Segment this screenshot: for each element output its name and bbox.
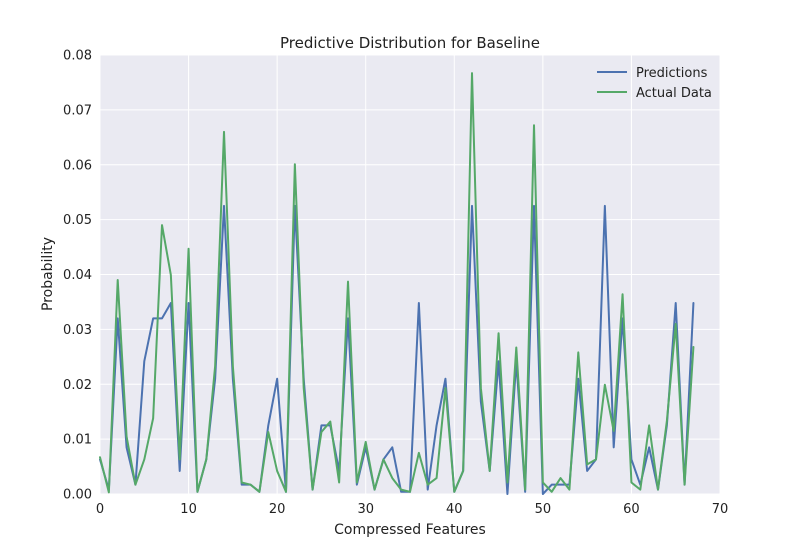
y-axis-label: Probability xyxy=(40,237,56,311)
x-tick-label: 0 xyxy=(96,502,104,517)
y-tick-label: 0.02 xyxy=(63,378,92,393)
legend: Predictions Actual Data xyxy=(597,66,712,101)
y-tick-label: 0.08 xyxy=(63,49,92,64)
x-tick-label: 10 xyxy=(180,502,197,517)
x-tick-label: 60 xyxy=(623,502,640,517)
series-line-actual-data xyxy=(99,72,695,494)
x-axis-label: Compressed Features xyxy=(334,522,486,538)
y-tick-label: 0.05 xyxy=(63,213,92,228)
y-tick-labels: 0.00 0.01 0.02 0.03 0.04 0.05 0.06 0.07 0.08 xyxy=(63,49,92,503)
chart-title: Predictive Distribution for Baseline xyxy=(280,34,540,52)
x-tick-label: 40 xyxy=(446,502,463,517)
x-tick-label: 30 xyxy=(357,502,374,517)
y-tick-label: 0.07 xyxy=(63,103,92,118)
x-tick-labels: 0 10 20 30 40 50 60 70 xyxy=(96,502,728,517)
x-tick-label: 50 xyxy=(535,502,552,517)
series-layer xyxy=(99,72,695,495)
y-tick-label: 0.01 xyxy=(63,433,92,448)
y-tick-label: 0.06 xyxy=(63,158,92,173)
y-tick-label: 0.00 xyxy=(63,488,92,503)
legend-label-predictions: Predictions xyxy=(636,66,708,81)
x-tick-label: 20 xyxy=(269,502,286,517)
y-tick-label: 0.04 xyxy=(63,268,92,283)
x-tick-label: 70 xyxy=(712,502,729,517)
y-tick-label: 0.03 xyxy=(63,323,92,338)
legend-label-actual-data: Actual Data xyxy=(636,86,712,101)
